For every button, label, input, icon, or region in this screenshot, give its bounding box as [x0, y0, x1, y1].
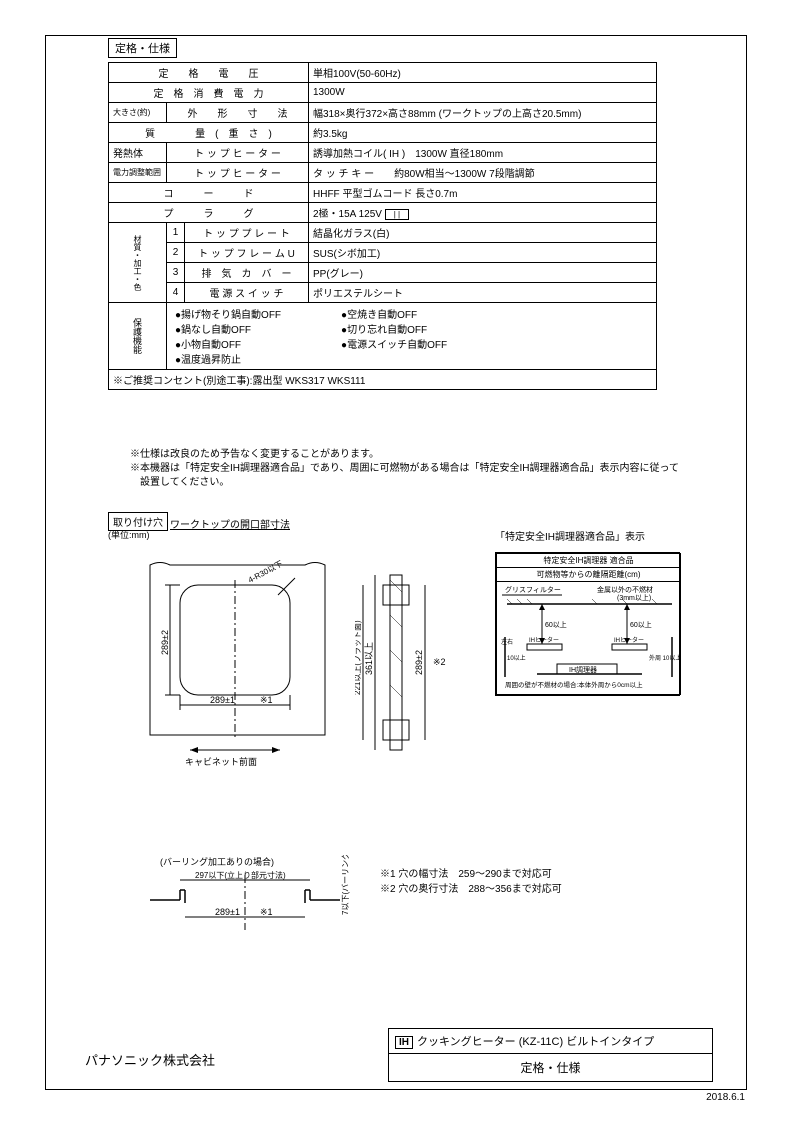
- ih-icon: IH: [395, 1036, 413, 1049]
- size-value: 幅318×奥行372×高さ88mm (ワークトップの上高さ20.5mm): [309, 103, 657, 123]
- ih-heater-2: IHヒーター: [614, 636, 644, 644]
- adjust-cat: 電力調整範囲: [109, 163, 167, 183]
- cabinet-front-label: キャビネット前面: [185, 756, 257, 767]
- side-diagram: 361以上 221以上(フラット面) 289±2 ※2: [355, 565, 465, 775]
- mat2-label: ト ッ プ フ レ ー ム U: [185, 243, 309, 263]
- left-right-label: 左右: [501, 638, 513, 646]
- spec-table: 定 格 電 圧 単相100V(50-60Hz) 定 格 消 費 電 力 1300…: [108, 62, 657, 390]
- cord-value: HHFF 平型ゴムコード 長さ0.7m: [309, 183, 657, 203]
- adjust-label: ト ッ プ ヒ ー タ ー: [167, 163, 309, 183]
- notes-block: ※仕様は改良のため予告なく変更することがあります。 ※本機器は「特定安全IH調理…: [130, 448, 679, 490]
- mat2-value: SUS(シボ加工): [309, 243, 657, 263]
- product-name: クッキングヒーター (KZ-11C) ビルトインタイプ: [417, 1036, 654, 1048]
- ih-heater-1: IHヒーター: [529, 636, 559, 644]
- unit-label: (単位:mm): [108, 528, 150, 541]
- d10-1: 10以上: [507, 654, 526, 662]
- note-line: 設置してください。: [130, 476, 679, 490]
- safety-box: 特定安全IH調理器 適合品 可燃物等からの離隔距離(cm) グリスフィルター 金…: [495, 552, 680, 696]
- dim-4r30: 4-R30以下: [247, 559, 285, 585]
- footer-subtitle: 定格・仕様: [389, 1054, 712, 1081]
- size-cat: 大きさ(約): [109, 103, 167, 123]
- footnote1: ※1 穴の幅寸法 259～290まで対応可: [380, 865, 562, 880]
- mat1-value: 結晶化ガラス(白): [309, 223, 657, 243]
- cord-label: コ ー ド: [109, 183, 309, 203]
- mat4-label: 電 源 ス イ ッ チ: [185, 283, 309, 303]
- burring-diagram: (バーリング加工ありの場合) 297以下(立上り部元寸法) 289±1 ※1 7…: [130, 855, 370, 955]
- date: 2018.6.1: [706, 1092, 745, 1103]
- footnotes: ※1 穴の幅寸法 259～290まで対応可 ※2 穴の奥行寸法 288～356ま…: [380, 865, 562, 895]
- safety-diagram-cell: グリスフィルター 金属以外の不燃材 (3mm以上) 60以上: [497, 582, 681, 695]
- note-line: ※本機器は「特定安全IH調理器適合品」であり、周囲に可燃物がある場合は「特定安全…: [130, 462, 679, 476]
- footnote2: ※2 穴の奥行寸法 288～356まで対応可: [380, 880, 562, 895]
- weight-value: 約3.5kg: [309, 123, 657, 143]
- material-cat: 材質・加工・色: [109, 223, 167, 303]
- mat2-idx: 2: [167, 243, 185, 263]
- protect-item: ●電源スイッチ自動OFF: [341, 336, 447, 351]
- heater-cat: 発熱体: [109, 143, 167, 163]
- row-power-value: 1300W: [309, 83, 657, 103]
- d3mm-label: (3mm以上): [617, 593, 651, 602]
- star2: ※2: [433, 657, 446, 667]
- section-header: 定格・仕様: [108, 38, 177, 58]
- row-voltage-value: 単相100V(50-60Hz): [309, 63, 657, 83]
- mat4-value: ポリエステルシート: [309, 283, 657, 303]
- burring-note-label: (バーリング加工ありの場合): [160, 856, 274, 867]
- dim-289-burring: 289±1: [215, 907, 240, 917]
- safety-footer-note: 周囲の壁が不燃材の場合:本体外周から0cm以上: [505, 680, 643, 689]
- mounting-subtitle: ワークトップの開口部寸法: [170, 516, 290, 531]
- plug-value: 2極・15A 125V | |: [309, 203, 657, 223]
- safety-title: 「特定安全IH調理器適合品」表示: [495, 528, 645, 543]
- mat4-idx: 4: [167, 283, 185, 303]
- protect-item: ●小物自動OFF: [175, 336, 281, 351]
- protect-item: ●温度過昇防止: [175, 351, 281, 366]
- star1: ※1: [260, 695, 273, 705]
- mat3-label: 排 気 カ バ ー: [185, 263, 309, 283]
- plug-icon: | |: [385, 209, 409, 220]
- safety-h2: 可燃物等からの離隔距離(cm): [497, 568, 681, 582]
- company-name: パナソニック株式会社: [85, 1050, 215, 1069]
- heater-value: 誘導加熱コイル( IH ) 1300W 直径180mm: [309, 143, 657, 163]
- dim-7: 7以下(バーリング突き出し): [340, 855, 350, 915]
- dim-297: 297以下(立上り部元寸法): [195, 870, 286, 880]
- size-label: 外 形 寸 法: [167, 103, 309, 123]
- mat3-idx: 3: [167, 263, 185, 283]
- plug-value-text: 2極・15A 125V: [313, 209, 382, 220]
- heater-label: ト ッ プ ヒ ー タ ー: [167, 143, 309, 163]
- mat3-value: PP(グレー): [309, 263, 657, 283]
- weight-label: 質 量 ( 重 さ ): [109, 123, 309, 143]
- cabinet-diagram: 4-R30以下 289±1 ※1 289±2 キャビネット前面: [130, 555, 330, 775]
- d60-2: 60以上: [630, 620, 652, 629]
- safety-h1: 特定安全IH調理器 適合品: [497, 554, 681, 568]
- star1-b: ※1: [260, 907, 273, 917]
- safety-diagram: グリスフィルター 金属以外の不燃材 (3mm以上) 60以上: [497, 582, 680, 692]
- dim-289-1: 289±1: [210, 695, 235, 705]
- dim-289-2-side: 289±2: [414, 650, 424, 675]
- d10-2: 外周 10以上: [649, 654, 680, 662]
- row-voltage-label: 定 格 電 圧: [109, 63, 309, 83]
- dim-361: 361以上: [364, 642, 374, 675]
- protect-item: ●鍋なし自動OFF: [175, 321, 281, 336]
- row-power-label: 定 格 消 費 電 力: [109, 83, 309, 103]
- ih-cooker-label: IH調理器: [569, 665, 597, 674]
- note-line: ※仕様は改良のため予告なく変更することがあります。: [130, 448, 679, 462]
- metal-label: 金属以外の不燃材: [597, 585, 653, 594]
- dim-289-2: 289±2: [160, 630, 170, 655]
- recommend-row: ※ご推奨コンセント(別途工事):露出型 WKS317 WKS111: [109, 370, 657, 390]
- protect-item: ●揚げ物そり鍋自動OFF: [175, 306, 281, 321]
- plug-label: プ ラ グ: [109, 203, 309, 223]
- grease-label: グリスフィルター: [505, 585, 561, 594]
- d60-1: 60以上: [545, 620, 567, 629]
- mat1-idx: 1: [167, 223, 185, 243]
- protect-item: ●切り忘れ自動OFF: [341, 321, 447, 336]
- adjust-value: タ ッ チ キ ー 約80W相当～1300W 7段階調節: [309, 163, 657, 183]
- footer-product-box: IH クッキングヒーター (KZ-11C) ビルトインタイプ 定格・仕様: [388, 1028, 713, 1082]
- protect-item: ●空焼き自動OFF: [341, 306, 447, 321]
- protect-body: ●揚げ物そり鍋自動OFF ●鍋なし自動OFF ●小物自動OFF ●温度過昇防止 …: [167, 303, 657, 370]
- mat1-label: ト ッ プ プ レ ー ト: [185, 223, 309, 243]
- protect-cat: 保護機能: [109, 303, 167, 370]
- dim-221: 221以上(フラット面): [355, 620, 362, 695]
